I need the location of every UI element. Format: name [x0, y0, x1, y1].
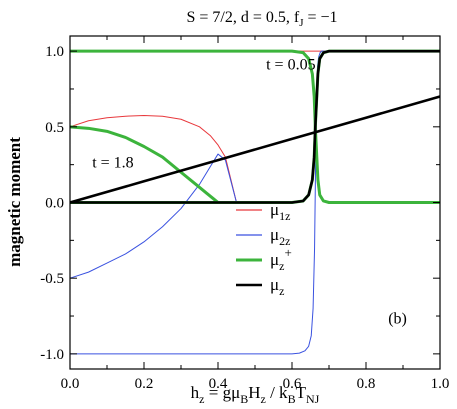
series-line-muzplus — [69, 125, 219, 204]
series-line-muz — [70, 49, 440, 204]
y-tick-label: -1.0 — [40, 347, 64, 363]
legend-label-mu2z: μ2z — [270, 225, 290, 248]
annotation-label: t = 1.8 — [92, 155, 133, 172]
x-tick-label: 0.4 — [209, 376, 228, 392]
legend-label-muz: μz — [270, 275, 284, 298]
y-tick-label: 0.0 — [45, 196, 64, 212]
x-tick-label: 0.8 — [357, 376, 376, 392]
series-line-muz — [69, 95, 441, 204]
tick-layer: 0.0 0.2 0.4 0.6 0.8 1.0 -1.0 -0.5 0.0 0.5 1.0 — [40, 36, 449, 392]
x-axis-label: hz = gμBHz / kBTNJ — [191, 383, 320, 406]
annotation-label: t = 0.05 — [266, 56, 315, 73]
x-tick-label: 0.2 — [135, 376, 154, 392]
series-line-mu1z — [69, 114, 237, 203]
series-layer — [69, 49, 441, 355]
legend-label-muzplus: μz+ — [270, 245, 292, 273]
annotation-layer: t = 0.05 t = 1.8 (b) — [92, 56, 407, 327]
series-line-muzplus — [70, 49, 440, 204]
x-tick-label: 0.0 — [61, 376, 80, 392]
y-tick-label: 0.5 — [45, 120, 64, 136]
y-tick-label: -0.5 — [40, 271, 64, 287]
chart-title: S = 7/2, d = 0.5, fJ = −1 — [186, 9, 337, 29]
y-axis-label: magnetic moment — [5, 137, 24, 267]
legend-label-mu1z: μ1z — [270, 200, 290, 223]
series-line-muzplus — [70, 49, 440, 204]
x-tick-label: 1.0 — [431, 376, 450, 392]
annotation-label: (b) — [388, 311, 407, 328]
x-tick-label: 0.6 — [283, 376, 302, 392]
y-tick-label: 1.0 — [45, 44, 64, 60]
series-line-mu2z — [69, 153, 237, 279]
series-line-mu2z — [70, 50, 440, 355]
